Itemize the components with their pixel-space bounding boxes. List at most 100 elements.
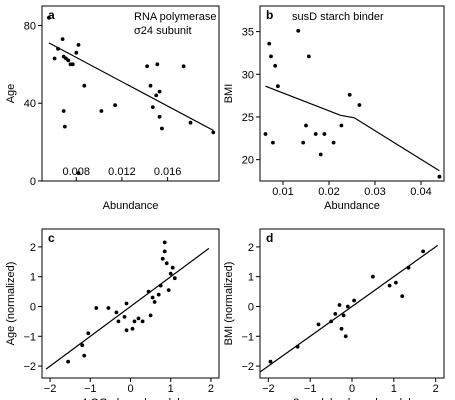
data-point [296,28,301,33]
data-point [347,92,352,97]
data-point [329,319,333,324]
data-point [341,313,346,318]
y-axis-label: BMI [223,84,235,104]
data-point [267,41,272,46]
data-point [162,249,167,254]
x-tick-label: 0 [127,383,133,395]
y-tick-label: 20 [242,155,254,167]
annotation-text: RNA polymerase [134,11,217,23]
data-point [345,304,350,309]
x-tick-label: 0.008 [62,166,90,178]
x-tick-label: 0.03 [364,186,385,198]
data-point [437,174,442,179]
data-point [166,288,171,292]
data-point [276,84,280,89]
y-tick-label: 0 [30,176,36,188]
panel-a: a 0.008 0.012 0.016 0 40 80 Abundance Age RNA pol… [5,5,220,212]
data-point [60,37,65,41]
x-tick-label: −2 [262,383,275,395]
data-point [211,130,216,135]
panel-d: d −2 −1 0 1 2 −2 −1 0 1 2 2 modules-based model BMI … [223,228,445,400]
x-tick-label: 0.016 [154,166,182,178]
data-point [148,83,153,88]
panel-letter: c [48,231,55,245]
fit-line [265,85,440,172]
data-point [82,83,87,88]
x-tick-label: 0.04 [410,186,431,198]
y-axis-label: Age [5,84,17,104]
y-tick-label: 0 [30,301,36,313]
data-point [76,43,81,47]
fit-line [48,42,214,131]
data-point [113,103,117,108]
x-tick-label: 2 [208,383,214,395]
data-point [268,359,273,364]
y-tick-label: 35 [242,27,254,39]
y-axis-label: BMI (normalized) [223,262,235,346]
annotation-text: susD starch binder [292,11,384,23]
data-point [394,280,398,285]
data-point [313,132,318,136]
data-point [56,46,60,51]
data-point [76,171,81,176]
fit-line [45,247,210,370]
data-point [66,359,70,364]
plot-frame [259,228,445,379]
data-point [343,334,348,339]
y-tick-label: 2 [30,242,36,254]
data-point [70,62,75,67]
data-point [148,313,153,318]
data-point [333,312,338,316]
data-point [170,265,175,270]
panel-letter: a [48,8,55,22]
x-tick-label: 0 [349,383,355,395]
data-point [116,319,121,324]
plot-frame [41,5,220,182]
plot-frame [259,5,445,182]
data-point [74,50,79,55]
data-point [316,322,321,327]
data-point [66,58,71,63]
data-point [157,114,162,119]
data-point [155,62,160,67]
data-point [94,306,99,310]
data-point [269,54,273,59]
data-point [152,300,157,304]
x-axis-label: 2 modules-based model [293,397,410,400]
data-point [82,353,87,358]
data-point [52,56,57,61]
y-tick-label: 1 [30,272,36,284]
x-tick-label: 0.012 [108,166,136,178]
fit-line [259,244,439,373]
data-point [162,240,167,245]
data-point [122,315,127,319]
data-point [146,289,151,294]
y-tick-label: 1 [248,272,254,284]
data-point [136,316,141,321]
data-point [337,303,342,307]
data-point [406,265,411,270]
data-point [172,276,177,281]
data-point [306,54,311,59]
data-point [168,271,173,276]
data-point [331,140,336,145]
data-point [158,283,163,288]
y-tick-label: 2 [248,242,254,254]
data-point [150,295,155,300]
y-tick-label: 80 [24,20,36,32]
panel-c: c −2 −1 0 1 2 −2 −1 0 1 2 4 OGs-based model Age (nor… [5,228,220,400]
data-point [263,132,268,136]
data-point [160,256,165,261]
data-point [387,283,392,288]
data-point [304,123,308,128]
x-axis-label: Abundance [324,200,380,212]
data-point [339,326,344,331]
data-point [188,120,193,125]
x-tick-label: −1 [304,383,317,395]
x-tick-label: 0.01 [272,186,293,198]
data-point [99,109,104,113]
y-axis-label: Age (normalized) [5,262,17,346]
y-tick-label: 40 [24,98,36,110]
annotation-text: σ24 subunit [134,25,192,37]
